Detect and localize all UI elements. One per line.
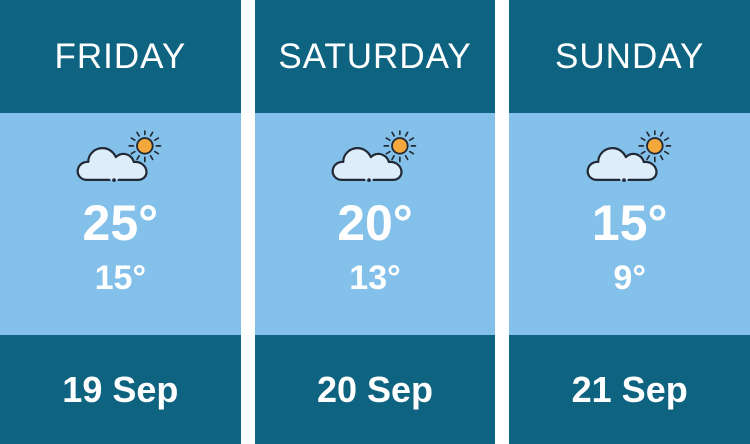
low-temperature: 13° xyxy=(349,259,401,297)
forecast-card-sunday: SUNDAY 15° 9° 21 Sep xyxy=(509,0,750,444)
sun-behind-cloud-icon xyxy=(329,130,421,193)
sun-behind-cloud-icon xyxy=(584,130,676,193)
date-footer: 19 Sep xyxy=(0,335,241,444)
day-name-label: SUNDAY xyxy=(555,36,705,76)
card-body: 20° 13° xyxy=(254,113,496,335)
sun-behind-cloud-icon xyxy=(74,130,166,193)
date-footer: 20 Sep xyxy=(254,335,496,444)
day-name-label: SATURDAY xyxy=(278,36,472,76)
date-label: 21 Sep xyxy=(571,368,688,410)
high-temperature: 20° xyxy=(337,195,413,251)
high-temperature: 25° xyxy=(82,195,159,251)
day-name-label: FRIDAY xyxy=(54,36,187,76)
card-body: 25° 15° xyxy=(0,113,241,335)
high-temperature: 15° xyxy=(591,195,668,251)
low-temperature: 15° xyxy=(94,259,147,297)
date-label: 19 Sep xyxy=(62,368,179,410)
day-header: SUNDAY xyxy=(509,0,750,113)
day-header: SATURDAY xyxy=(254,0,496,113)
date-footer: 21 Sep xyxy=(509,335,750,444)
low-temperature: 9° xyxy=(613,259,646,297)
forecast-card-friday: FRIDAY 25° 15° 19 Sep xyxy=(0,0,241,444)
date-label: 20 Sep xyxy=(316,368,434,410)
forecast-card-saturday: SATURDAY 20° 13° 20 Sep xyxy=(254,0,496,444)
day-header: FRIDAY xyxy=(0,0,241,113)
card-body: 15° 9° xyxy=(509,113,750,335)
